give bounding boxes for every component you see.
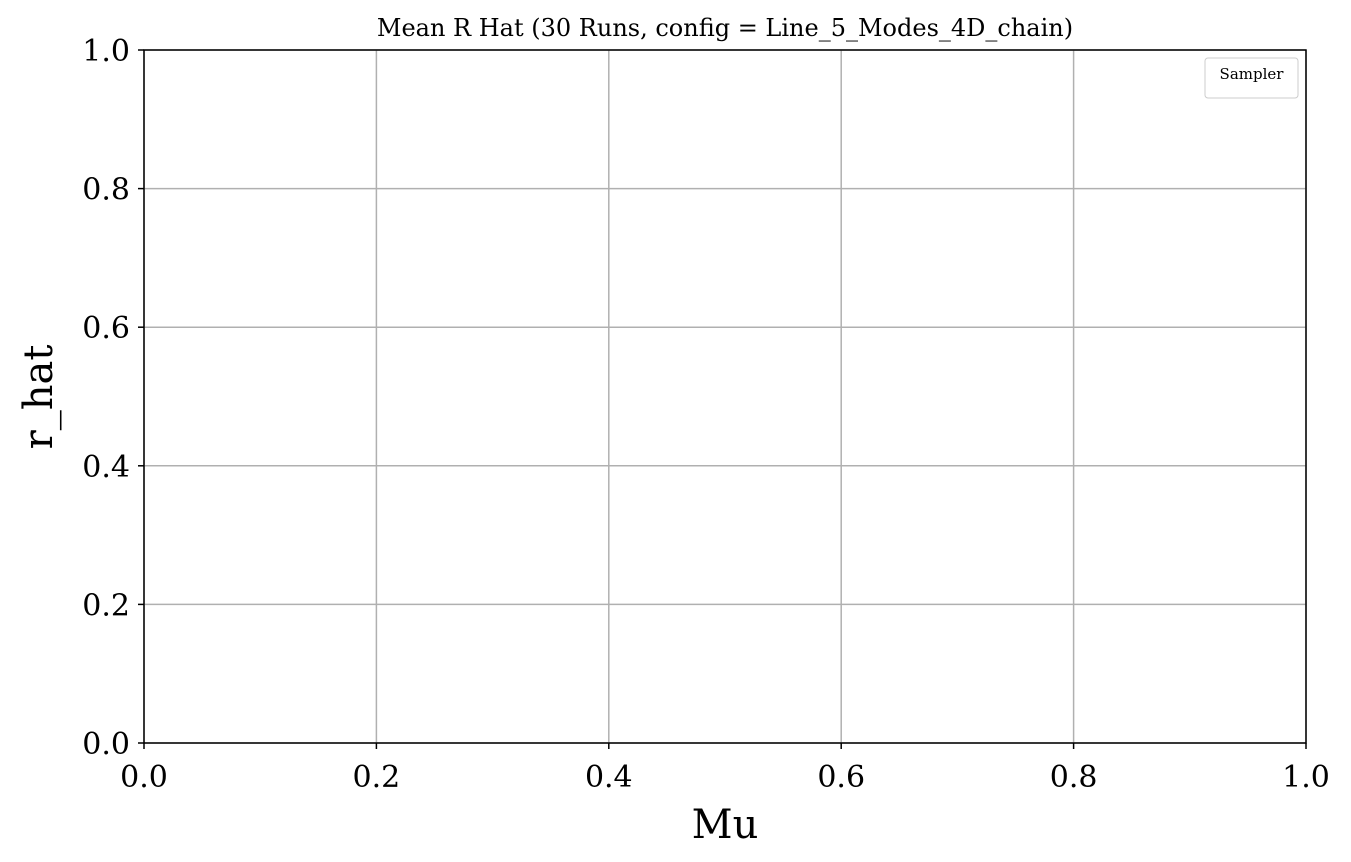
y-tick-label: 0.0 bbox=[82, 727, 130, 762]
x-tick-label: 0.0 bbox=[120, 760, 168, 795]
y-axis-title: r_hat bbox=[16, 345, 62, 450]
y-tick-label: 0.2 bbox=[82, 588, 130, 623]
x-tick-label: 0.6 bbox=[817, 760, 865, 795]
x-tick-label: 0.2 bbox=[353, 760, 401, 795]
chart-title: Mean R Hat (30 Runs, config = Line_5_Mod… bbox=[377, 14, 1073, 42]
x-axis-ticks: 0.0 0.2 0.4 0.6 0.8 1.0 bbox=[120, 743, 1330, 795]
y-tick-label: 0.6 bbox=[82, 311, 130, 346]
legend-box bbox=[1204, 57, 1299, 99]
y-tick-label: 1.0 bbox=[82, 34, 130, 69]
legend-title: Sampler bbox=[1220, 65, 1285, 83]
y-axis-ticks: 0.0 0.2 0.4 0.6 0.8 1.0 bbox=[82, 34, 144, 762]
x-axis-title: Mu bbox=[692, 802, 759, 848]
plot-area-frame bbox=[143, 49, 1307, 744]
x-tick-label: 0.4 bbox=[585, 760, 633, 795]
legend: Sampler bbox=[1204, 57, 1299, 99]
x-tick-label: 1.0 bbox=[1282, 760, 1330, 795]
y-tick-label: 0.8 bbox=[82, 173, 130, 208]
y-tick-label: 0.4 bbox=[82, 450, 130, 485]
x-tick-label: 0.8 bbox=[1050, 760, 1098, 795]
